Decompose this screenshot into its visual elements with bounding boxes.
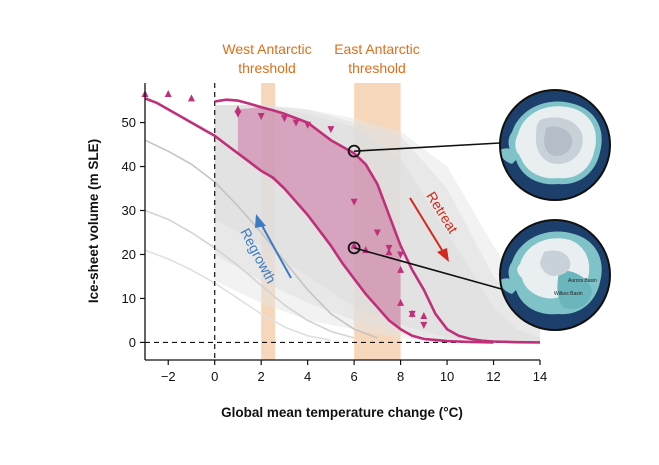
callout-line-upper — [354, 142, 501, 152]
retreat-arrow — [409, 197, 446, 256]
triangle-markers — [141, 89, 428, 329]
marker-down-3 — [292, 119, 300, 127]
y-tick-label: 30 — [122, 203, 136, 218]
x-tick-label: 14 — [533, 369, 547, 384]
antarctica-map-upper — [499, 89, 611, 201]
marker-down-5 — [327, 126, 335, 134]
background-curve-1 — [145, 209, 355, 339]
y-axis-label: Ice-sheet volume (m SLE) — [86, 139, 101, 303]
map-peninsula-lower — [500, 278, 520, 294]
regrowth-arrow — [259, 221, 292, 279]
series-line-regrowth — [144, 97, 494, 344]
map-peninsula-upper — [500, 148, 520, 164]
y-tick-label: 10 — [122, 291, 136, 306]
map-dome-upper — [544, 126, 573, 156]
x-tick-label: −2 — [161, 369, 176, 384]
x-tick-label: 10 — [440, 369, 454, 384]
aurora-basin-label: Aurora Basin — [568, 278, 597, 284]
map-retreat-area-lower — [557, 270, 592, 310]
marker-up-3 — [234, 105, 242, 113]
marker-up-4 — [350, 241, 358, 249]
marker-down-0 — [234, 110, 242, 118]
east-threshold-label-line2: threshold — [348, 60, 406, 76]
callout-marker-lower — [347, 241, 361, 255]
x-tick-label: 4 — [304, 369, 311, 384]
map-border-upper — [499, 89, 611, 201]
x-tick-label: 2 — [258, 369, 265, 384]
y-axis-ticks: 0 10 20 30 40 50 — [122, 115, 145, 350]
uncertainty-bands — [214, 105, 540, 343]
marker-down-9 — [397, 251, 405, 259]
marker-down-7 — [373, 229, 381, 237]
map-interior-lower — [540, 250, 571, 276]
antarctica-map-lower: Aurora Basin Wilkes Basin — [499, 219, 611, 331]
marker-down-2 — [280, 115, 288, 123]
marker-down-6 — [350, 198, 358, 206]
marker-up-2 — [187, 94, 195, 102]
wilkes-basin-label: Wilkes Basin — [554, 291, 583, 297]
background-curve-2 — [145, 249, 332, 341]
y-tick-label: 20 — [122, 247, 136, 262]
east-threshold-label-line1: East Antarctic — [334, 41, 420, 57]
callout-marker-upper — [347, 144, 361, 158]
hysteresis-fill — [237, 107, 401, 330]
series-line-retreat — [214, 98, 541, 344]
callout-line-lower — [353, 247, 506, 291]
x-axis-ticks: −2 0 2 4 6 8 10 12 14 — [161, 360, 547, 384]
west-threshold-label-line2: threshold — [238, 60, 296, 76]
x-tick-label: 0 — [211, 369, 218, 384]
series-lines — [144, 97, 541, 344]
marker-up-8 — [397, 298, 405, 306]
marker-down-4 — [304, 121, 312, 129]
y-tick-label: 0 — [129, 335, 136, 350]
background-curve-0 — [145, 139, 378, 339]
marker-down-11 — [420, 321, 428, 329]
retreat-arrowhead — [437, 248, 449, 262]
map-border-lower — [499, 219, 611, 331]
west-threshold-label-line1: West Antarctic — [222, 41, 311, 57]
marker-up-10 — [420, 312, 428, 320]
uncertainty-band-2 — [214, 105, 540, 343]
background-curves — [145, 139, 378, 341]
x-tick-label: 12 — [486, 369, 500, 384]
marker-up-7 — [397, 265, 405, 273]
y-tick-label: 40 — [122, 159, 136, 174]
x-tick-label: 6 — [351, 369, 358, 384]
x-axis-label: Global mean temperature change (°C) — [221, 405, 463, 420]
marker-down-1 — [257, 112, 265, 120]
y-tick-label: 50 — [122, 115, 136, 130]
regrowth-arrowhead — [255, 214, 266, 228]
hysteresis-area — [237, 107, 401, 330]
x-tick-label: 8 — [397, 369, 404, 384]
marker-down-8 — [385, 244, 393, 252]
marker-up-1 — [164, 89, 172, 97]
marker-down-10 — [408, 310, 416, 318]
